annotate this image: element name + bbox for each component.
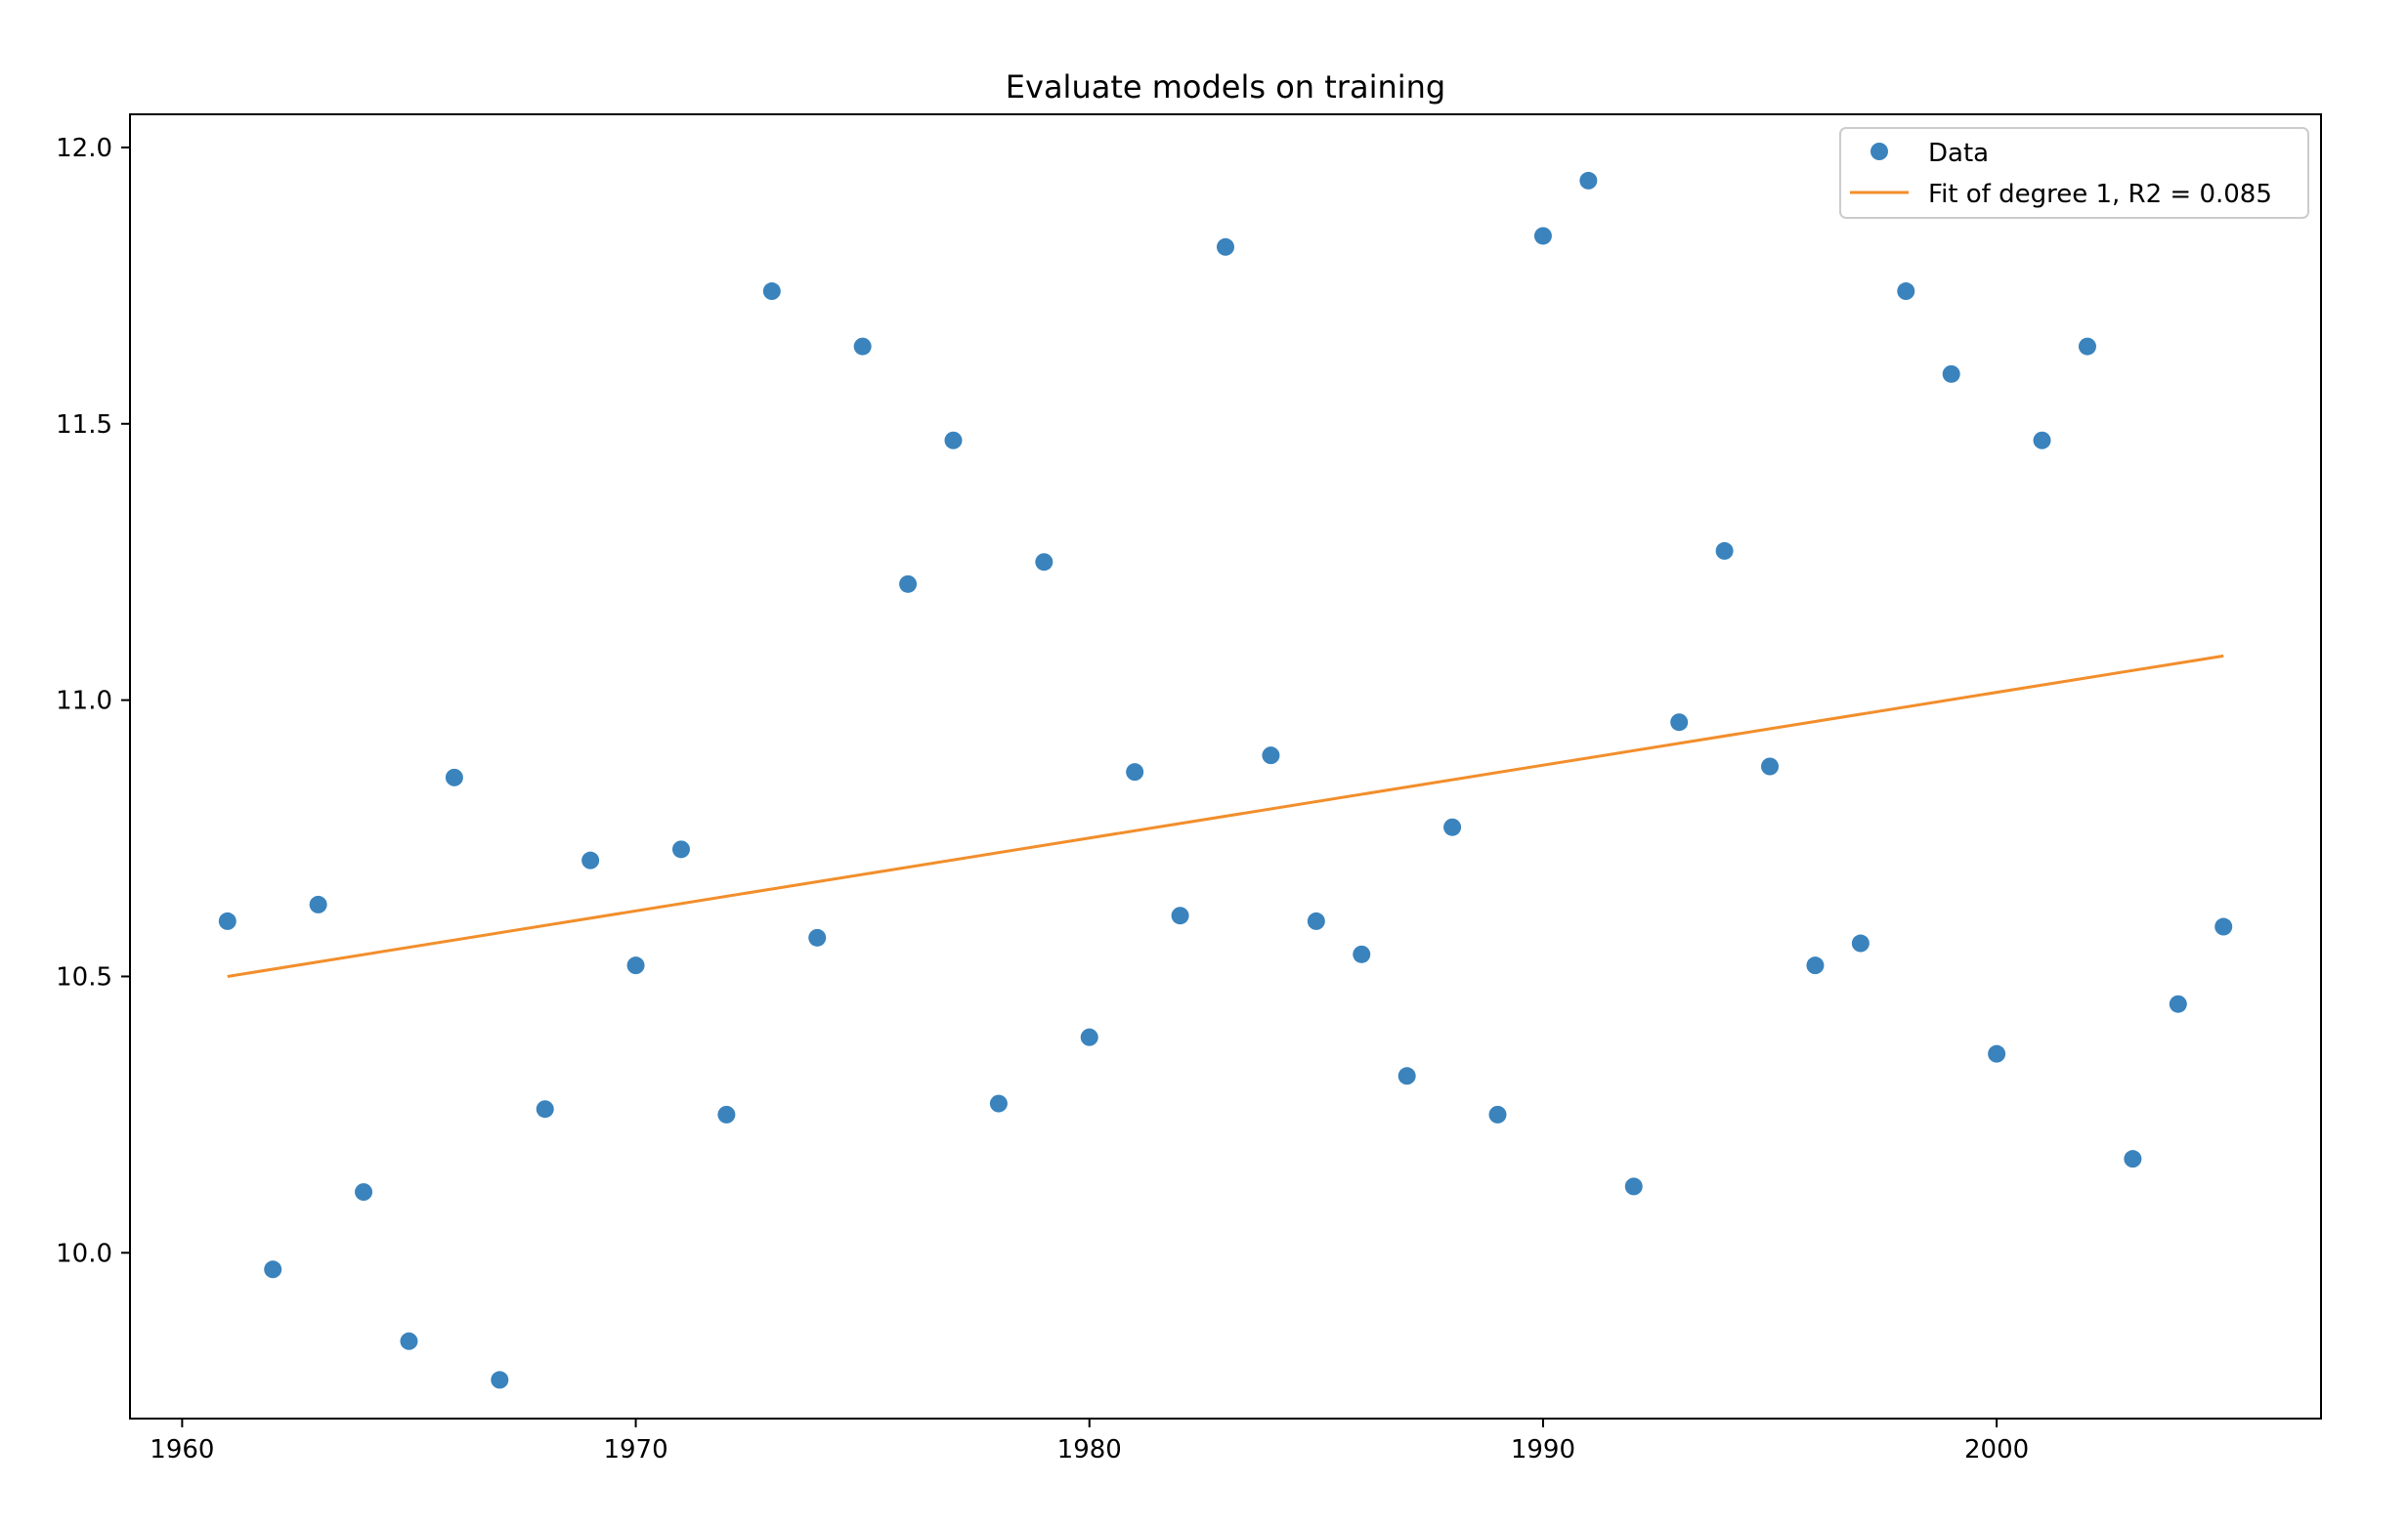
data-point [1080, 1028, 1098, 1046]
data-point [1353, 945, 1371, 963]
data-point [536, 1100, 554, 1119]
data-point [1217, 237, 1234, 256]
y-tick-label: 10.5 [56, 962, 112, 992]
x-tick-label: 1990 [1511, 1435, 1575, 1464]
x-axis: 1960 1970 1980 1990 2000 [150, 1419, 2029, 1464]
data-point [808, 928, 827, 947]
data-point [1851, 934, 1870, 953]
data-point [2033, 431, 2051, 449]
data-point [1488, 1105, 1507, 1124]
data-point [1624, 1177, 1643, 1196]
legend-label-data: Data [1928, 139, 1989, 168]
data-point [1670, 713, 1689, 732]
y-tick-label: 11.0 [56, 687, 112, 716]
x-tick-label: 1960 [150, 1435, 214, 1464]
y-tick-label: 10.0 [56, 1239, 112, 1268]
data-point [1126, 763, 1144, 782]
data-point [445, 768, 463, 786]
data-point [355, 1183, 373, 1202]
legend-box [1839, 127, 2309, 219]
data-point [1988, 1044, 2006, 1063]
data-point [218, 912, 236, 930]
data-point [989, 1094, 1008, 1113]
legend-marker-data [1870, 143, 1888, 160]
data-point [1761, 757, 1780, 776]
fit-line [227, 654, 2224, 978]
data-point [2169, 995, 2187, 1013]
data-point [309, 895, 327, 913]
data-point [1307, 912, 1325, 930]
data-point [2124, 1150, 2142, 1168]
data-point [264, 1260, 282, 1279]
data-point [1533, 227, 1552, 245]
data-point [2078, 337, 2096, 356]
data-point [1897, 282, 1915, 301]
data-point [671, 840, 690, 859]
plot-frame [129, 113, 2322, 1420]
y-tick-label: 12.0 [56, 134, 112, 163]
x-tick-label: 2000 [1964, 1435, 2029, 1464]
data-point [2214, 917, 2233, 936]
data-point [1806, 956, 1825, 975]
data-point [626, 956, 645, 975]
data-point [1035, 553, 1054, 572]
data-point [1715, 541, 1734, 560]
x-tick-label: 1970 [603, 1435, 667, 1464]
x-tick-label: 1980 [1057, 1435, 1122, 1464]
data-point [1579, 171, 1598, 190]
legend-label-fit: Fit of degree 1, R2 = 0.085 [1928, 180, 2272, 209]
data-point [1398, 1067, 1416, 1085]
data-point [762, 282, 781, 301]
data-point [491, 1371, 509, 1389]
plot-area [218, 171, 2233, 1389]
legend: Data Fit of degree 1, R2 = 0.085 [1839, 127, 2309, 219]
data-point [1171, 907, 1189, 925]
chart-title: Evaluate models on training [1006, 68, 1445, 106]
data-point [899, 574, 918, 593]
data-point [717, 1105, 736, 1124]
data-point [1443, 818, 1462, 836]
data-point [581, 851, 600, 870]
y-tick-label: 11.5 [56, 410, 112, 440]
y-axis: 10.0 10.5 11.0 11.5 12.0 [56, 134, 130, 1268]
data-point [1942, 364, 1960, 383]
data-point [944, 431, 963, 449]
data-point [853, 337, 872, 356]
data-point [400, 1332, 418, 1350]
data-point [1262, 746, 1280, 765]
